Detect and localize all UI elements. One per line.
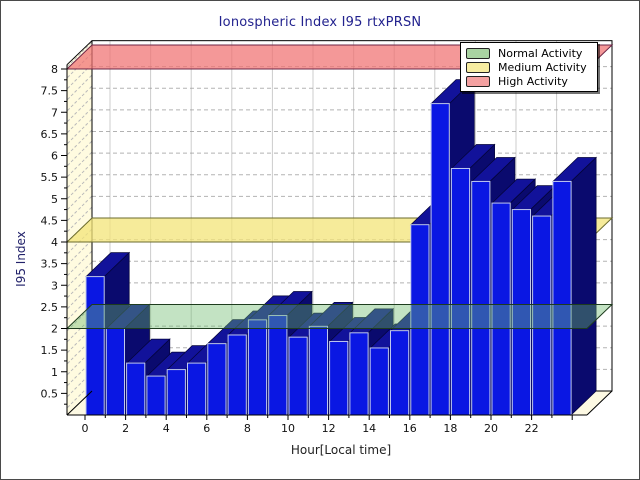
svg-text:5.5: 5.5 [41,171,59,184]
legend-swatch-medium-icon [466,61,490,73]
svg-text:1.5: 1.5 [41,344,59,357]
legend: Normal Activity Medium Activity High Act… [460,42,598,92]
legend-item-high: High Activity [466,74,592,88]
svg-text:12: 12 [322,422,336,435]
svg-text:0: 0 [82,422,89,435]
svg-text:6: 6 [51,150,58,163]
legend-swatch-high-icon [466,75,490,87]
svg-text:2: 2 [51,323,58,336]
y-tick-labels: 0.5 1 1.5 2 2.5 3 3.5 4 4.5 5 5.5 6 6.5 7 7.5 8 [41,63,59,400]
legend-label-high: High Activity [498,74,568,88]
x-axis-ticks [84,415,573,420]
svg-text:0.5: 0.5 [41,387,59,400]
svg-text:4: 4 [163,422,170,435]
svg-text:5: 5 [51,193,58,206]
svg-text:7.5: 7.5 [41,85,59,98]
svg-text:16: 16 [403,422,417,435]
legend-item-medium: Medium Activity [466,60,592,74]
svg-text:20: 20 [484,422,498,435]
svg-text:3: 3 [51,279,58,292]
zones-over-bars [65,304,614,329]
svg-text:22: 22 [525,422,539,435]
svg-text:2.5: 2.5 [41,301,59,314]
svg-text:7: 7 [51,106,58,119]
x-axis-title: Hour[Local time] [290,443,392,457]
bars [85,78,598,416]
svg-text:14: 14 [362,422,376,435]
svg-text:1: 1 [51,366,58,379]
legend-label-medium: Medium Activity [498,60,587,74]
svg-text:10: 10 [281,422,295,435]
svg-text:8: 8 [244,422,251,435]
svg-text:4.5: 4.5 [41,214,59,227]
chart-title: Ionospheric Index I95 rtxPRSN [218,15,422,30]
y-axis-title: I95 Index [14,231,28,287]
bar-h23 [551,156,598,416]
svg-text:8: 8 [51,63,58,76]
svg-text:6.5: 6.5 [41,128,59,141]
svg-text:4: 4 [51,236,58,249]
x-tick-labels: 0 2 4 6 8 10 12 14 16 18 20 22 [82,422,539,435]
svg-text:3.5: 3.5 [41,258,59,271]
legend-swatch-normal-icon [466,47,490,59]
svg-text:18: 18 [443,422,457,435]
svg-text:2: 2 [122,422,129,435]
legend-label-normal: Normal Activity [498,46,583,60]
svg-text:6: 6 [203,422,210,435]
y-axis-ticks [61,68,67,405]
legend-item-normal: Normal Activity [466,46,592,60]
